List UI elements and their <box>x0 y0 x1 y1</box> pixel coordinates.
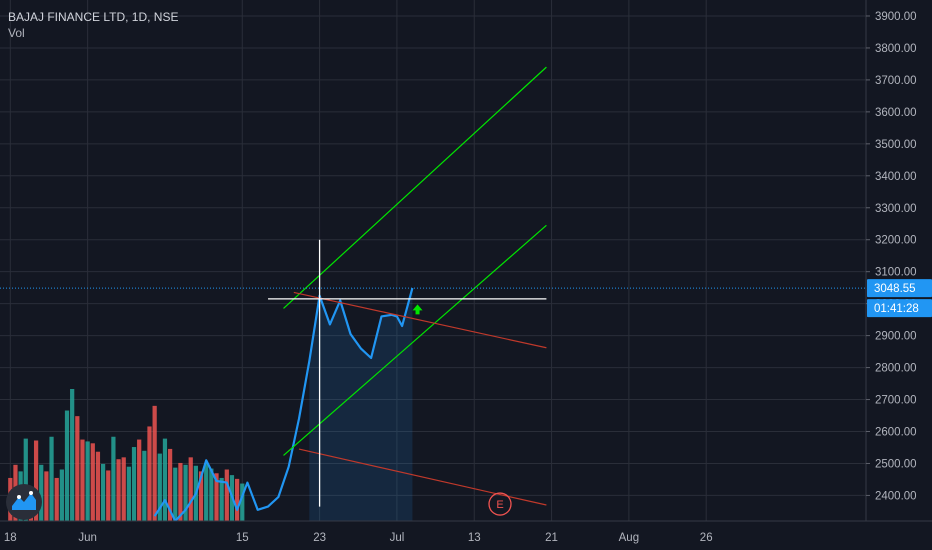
time-tick-label: 21 <box>545 532 558 544</box>
chart-legend: BAJAJ FINANCE LTD, 1D, NSE Vol <box>8 9 178 41</box>
resistance-line <box>293 291 547 349</box>
volume-bar <box>80 439 85 521</box>
up-arrow-icon <box>412 304 423 315</box>
volume-bar <box>162 438 168 521</box>
volume-bar <box>137 439 142 521</box>
time-tick-label: 18 <box>4 532 17 544</box>
volume-bar <box>126 466 131 521</box>
last-price-label: 3048.55 <box>874 283 916 295</box>
volume-label[interactable]: Vol <box>8 26 25 40</box>
volume-bar <box>219 477 224 521</box>
volume-bar <box>167 448 173 521</box>
volume-bar <box>90 443 95 521</box>
volume-bar <box>142 450 147 521</box>
time-axis-background <box>0 521 932 550</box>
volume-bar <box>95 451 101 521</box>
earnings-marker <box>488 492 512 516</box>
volume-bar <box>116 459 121 521</box>
price-tick-label: 2600.00 <box>875 427 917 439</box>
volume-bar <box>152 405 157 521</box>
volume-bar <box>178 462 183 521</box>
price-tick-label: 3900.00 <box>875 11 917 23</box>
price-tick-label: 3700.00 <box>875 75 917 87</box>
price-tick-label: 3200.00 <box>875 235 917 247</box>
volume-bar <box>198 471 204 521</box>
price-area <box>309 288 413 521</box>
price-tick-label: 3500.00 <box>875 139 917 151</box>
volume-bar <box>75 416 80 521</box>
price-line <box>153 287 414 523</box>
volume-bar <box>147 426 152 521</box>
tradingview-logo-icon[interactable] <box>6 484 42 520</box>
volume-bar <box>188 457 193 521</box>
volume-bar <box>85 441 90 521</box>
trend-channel-line <box>283 224 547 456</box>
price-tick-label: 3400.00 <box>875 171 917 183</box>
volume-bar <box>54 477 59 521</box>
trend-channel-line <box>283 66 547 309</box>
time-tick-label: 15 <box>236 532 249 544</box>
earnings-marker-label: E <box>496 499 503 511</box>
price-tick-label: 2400.00 <box>875 490 917 502</box>
volume-bar <box>157 453 162 521</box>
volume-bar <box>23 438 28 521</box>
time-tick-label: Aug <box>619 532 639 544</box>
price-tick-label: 3800.00 <box>875 43 917 55</box>
price-axis-background <box>866 0 932 550</box>
time-tick-label: 23 <box>313 532 326 544</box>
volume-bar <box>235 478 240 521</box>
time-tick-label: 13 <box>468 532 481 544</box>
volume-bar <box>131 447 137 521</box>
volume-bar <box>33 440 39 521</box>
volume-bar <box>106 470 111 521</box>
volume-bar <box>209 468 214 521</box>
volume-bar <box>204 462 209 521</box>
volume-bar <box>59 469 64 521</box>
time-tick-label: 26 <box>700 532 713 544</box>
volume-bar <box>183 464 188 521</box>
price-tick-label: 3100.00 <box>875 267 917 279</box>
volume-bar <box>49 436 54 521</box>
volume-bar <box>70 389 75 521</box>
volume-bar <box>39 464 44 521</box>
volume-bar <box>240 483 245 521</box>
volume-bar <box>173 467 178 521</box>
price-tick-label: 3300.00 <box>875 203 917 215</box>
volume-bar <box>64 410 70 521</box>
time-tick-label: Jun <box>78 532 97 544</box>
resistance-line <box>298 448 547 506</box>
time-tick-label: Jul <box>390 532 405 544</box>
price-tick-label: 2500.00 <box>875 458 917 470</box>
price-tick-label: 2800.00 <box>875 363 917 375</box>
price-tick-label: 2700.00 <box>875 395 917 407</box>
volume-bar <box>111 436 116 521</box>
symbol-title[interactable]: BAJAJ FINANCE LTD, 1D, NSE <box>8 10 179 24</box>
volume-bar <box>121 457 126 521</box>
volume-bar <box>214 473 219 521</box>
price-tick-label: 3600.00 <box>875 107 917 119</box>
volume-bar <box>100 463 106 521</box>
volume-bar <box>44 471 49 521</box>
price-tick-label: 2900.00 <box>875 331 917 343</box>
volume-bar <box>224 469 229 521</box>
countdown-badge <box>867 299 932 318</box>
last-price-badge <box>867 279 932 298</box>
countdown-label: 01:41:28 <box>874 303 919 315</box>
